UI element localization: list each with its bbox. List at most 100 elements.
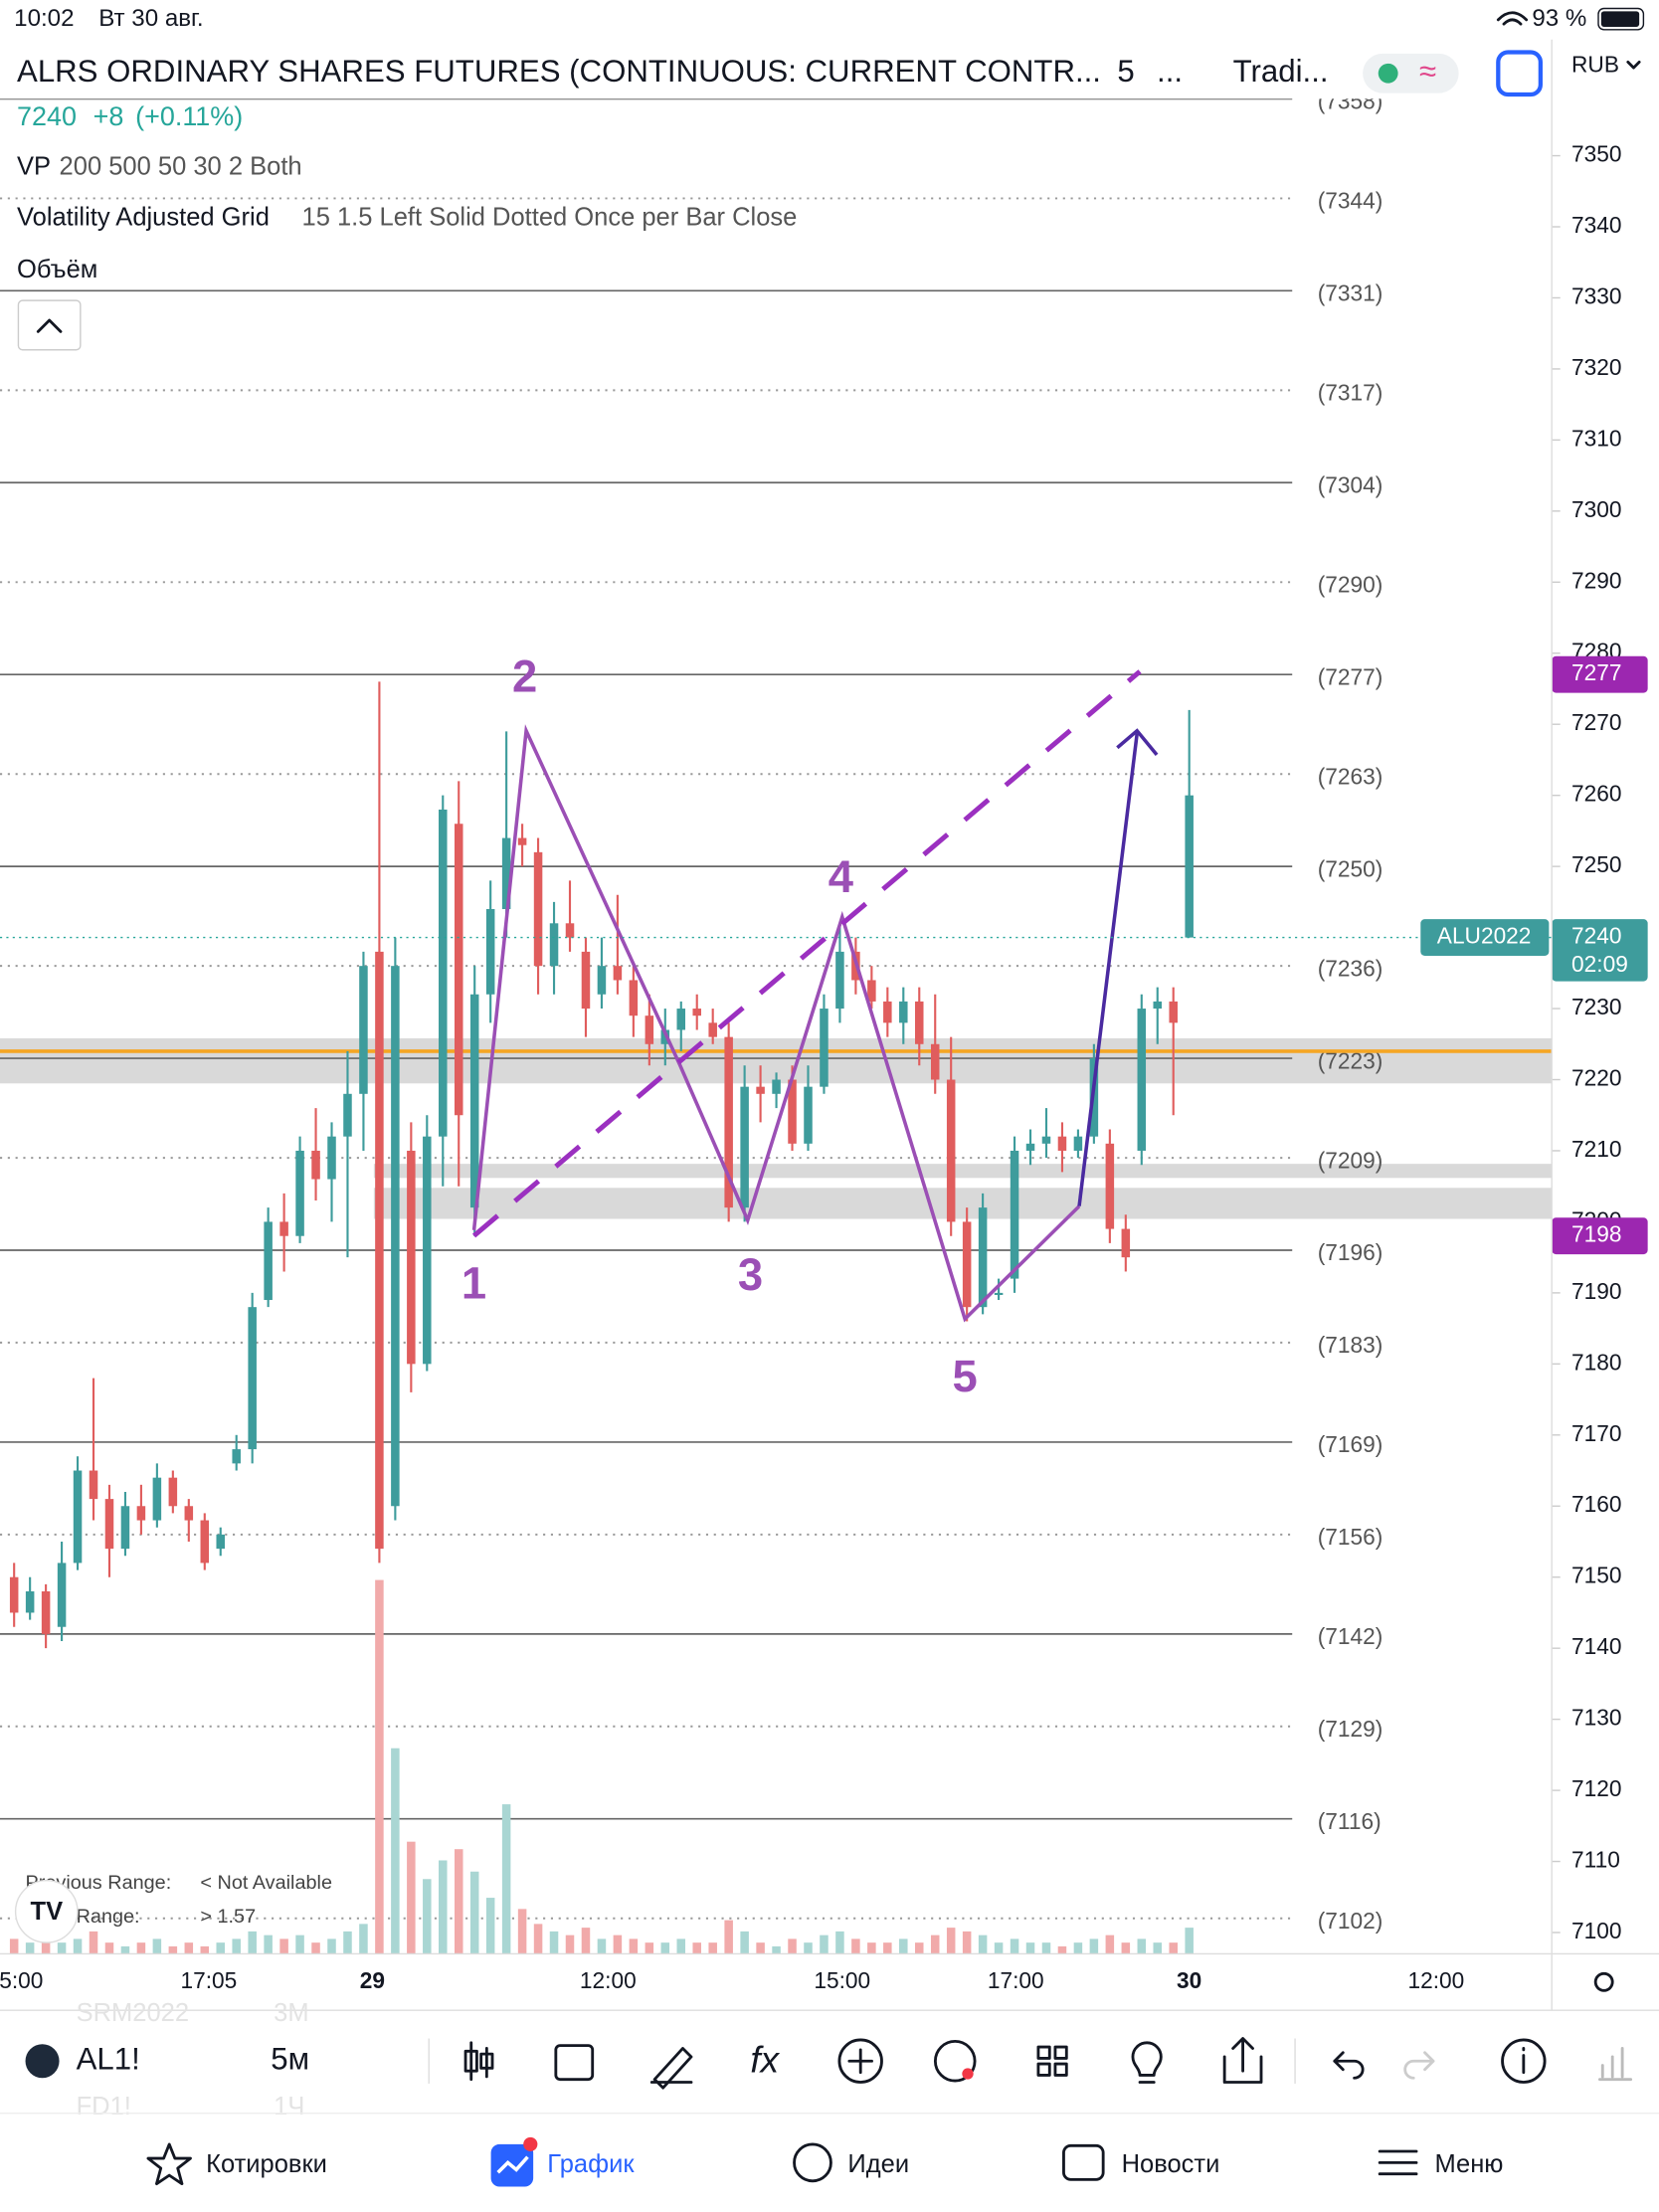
volume-bar xyxy=(136,1942,146,1954)
y-tick-label: 7230 xyxy=(1571,994,1621,1019)
volume-bar xyxy=(533,1924,543,1954)
grid-level-label: (7169) xyxy=(1318,1431,1383,1457)
fullscreen-button[interactable] xyxy=(1496,50,1543,97)
compare-icon[interactable] xyxy=(554,2044,595,2082)
candle-body xyxy=(835,951,844,1010)
indicator-params[interactable]: 200 500 50 30 2 Both xyxy=(60,153,302,181)
range-value: < Not Available xyxy=(200,1872,332,1894)
interval[interactable]: 5 xyxy=(1117,54,1134,89)
last-price: 7240 xyxy=(17,101,77,131)
redo-icon[interactable] xyxy=(1403,2051,1435,2080)
volume-bar xyxy=(454,1849,463,1954)
indicator-name[interactable]: Volatility Adjusted Grid xyxy=(17,204,270,232)
volume-bar xyxy=(104,1942,114,1954)
candle-body xyxy=(73,1470,83,1564)
candle-body xyxy=(788,1079,797,1144)
chart-type-icon[interactable] xyxy=(463,2041,494,2082)
candle-body xyxy=(295,1150,304,1236)
exchange[interactable]: Tradi... xyxy=(1233,54,1329,89)
countdown: 02:09 xyxy=(1571,951,1628,977)
toolbar-interval[interactable]: 5м xyxy=(271,2041,309,2076)
tab[interactable]: Котировки xyxy=(206,2150,327,2178)
candle-body xyxy=(248,1307,257,1450)
candle-body xyxy=(41,1591,51,1634)
volume-bar xyxy=(1153,1942,1163,1954)
volume-bar xyxy=(962,1931,972,1954)
y-tick-label: 7250 xyxy=(1571,851,1621,877)
tab-active[interactable]: График xyxy=(547,2150,635,2178)
x-tick-label: 17:00 xyxy=(988,1967,1044,1993)
tab-icon xyxy=(146,2142,192,2186)
x-tick-label: 29 xyxy=(360,1967,385,1993)
y-tick-label: 7170 xyxy=(1571,1420,1621,1446)
candle-body xyxy=(676,1009,686,1030)
grid-level-label: (7142) xyxy=(1318,1623,1383,1649)
grid-level-label: (7209) xyxy=(1318,1147,1383,1173)
indicators-icon[interactable]: fx xyxy=(750,2039,780,2080)
candle-body xyxy=(1185,795,1194,938)
volume-bar xyxy=(994,1942,1004,1954)
candle-body xyxy=(1057,1136,1067,1151)
volume-profile xyxy=(0,1037,1553,1219)
x-tick-label: 30 xyxy=(1177,1967,1201,1993)
status-pill[interactable] xyxy=(1363,53,1459,93)
battery-icon xyxy=(1597,7,1645,31)
currency[interactable]: RUB xyxy=(1571,52,1619,78)
indicator-name[interactable]: Объём xyxy=(17,256,97,283)
volume-bar xyxy=(200,1945,210,1954)
volume-bar xyxy=(660,1942,670,1954)
volume-bar xyxy=(740,1931,749,1954)
indicator-name[interactable]: VP xyxy=(17,153,51,181)
volume-bar xyxy=(1089,1938,1099,1954)
more[interactable]: ... xyxy=(1157,54,1183,89)
tab[interactable]: Новости xyxy=(1122,2150,1220,2178)
wave-label: 2 xyxy=(512,651,537,702)
volume-bar xyxy=(41,1935,51,1954)
symbol-title[interactable]: ALRS ORDINARY SHARES FUTURES (CONTINUOUS… xyxy=(17,54,1101,89)
volume-bar xyxy=(1185,1928,1194,1954)
tab[interactable]: Меню xyxy=(1434,2150,1503,2178)
y-tick-label: 7190 xyxy=(1571,1278,1621,1304)
tab[interactable]: Идеи xyxy=(847,2150,909,2178)
indicator-params[interactable]: 15 1.5 Left Solid Dotted Once per Bar Cl… xyxy=(302,204,798,232)
volume-bar xyxy=(1137,1938,1147,1954)
info-icon[interactable] xyxy=(1501,2038,1547,2084)
tab-icon xyxy=(793,2142,832,2183)
volume-bar xyxy=(565,1935,575,1954)
volume-bar xyxy=(57,1942,67,1954)
volume-icon[interactable] xyxy=(1598,2047,1633,2082)
y-tick-label: 7350 xyxy=(1571,141,1621,167)
volume-bar xyxy=(264,1935,273,1954)
grid-level-label: (7116) xyxy=(1318,1808,1382,1834)
collapse-button[interactable] xyxy=(17,299,82,351)
tv-logo-bg[interactable] xyxy=(14,1879,79,1943)
settings-icon[interactable] xyxy=(1593,1971,1614,1992)
alert-icon[interactable] xyxy=(933,2039,977,2083)
volume-bar xyxy=(423,1879,432,1954)
volume-bar xyxy=(152,1938,162,1954)
candle-body xyxy=(407,1150,416,1365)
toolbar-symbol[interactable]: AL1! xyxy=(77,2041,140,2076)
undo-icon[interactable] xyxy=(1333,2051,1365,2080)
volume-bar xyxy=(1105,1935,1115,1954)
add-icon[interactable] xyxy=(837,2038,883,2084)
volume-bar xyxy=(89,1931,98,1954)
draw-icon[interactable] xyxy=(649,2047,693,2090)
volume-bar xyxy=(581,1928,591,1954)
share-icon[interactable] xyxy=(1222,2037,1263,2084)
status-date: Вт 30 авг. xyxy=(98,5,203,32)
volume-bar xyxy=(295,1935,304,1954)
ideas-icon[interactable] xyxy=(1131,2041,1163,2084)
candle-body xyxy=(501,837,511,910)
candle-body xyxy=(375,951,384,1550)
volume-bar xyxy=(804,1942,813,1954)
layouts-icon[interactable] xyxy=(1036,2045,1068,2077)
price-change-percent: (+0.11%) xyxy=(135,101,243,131)
high-badge-bg xyxy=(1552,655,1648,693)
candle-body xyxy=(359,966,368,1094)
grid-level-label: (7331) xyxy=(1318,280,1383,306)
range-label: Range: xyxy=(77,1906,140,1928)
grid-level-label: (7250) xyxy=(1318,855,1383,881)
volume-bar xyxy=(883,1942,892,1954)
